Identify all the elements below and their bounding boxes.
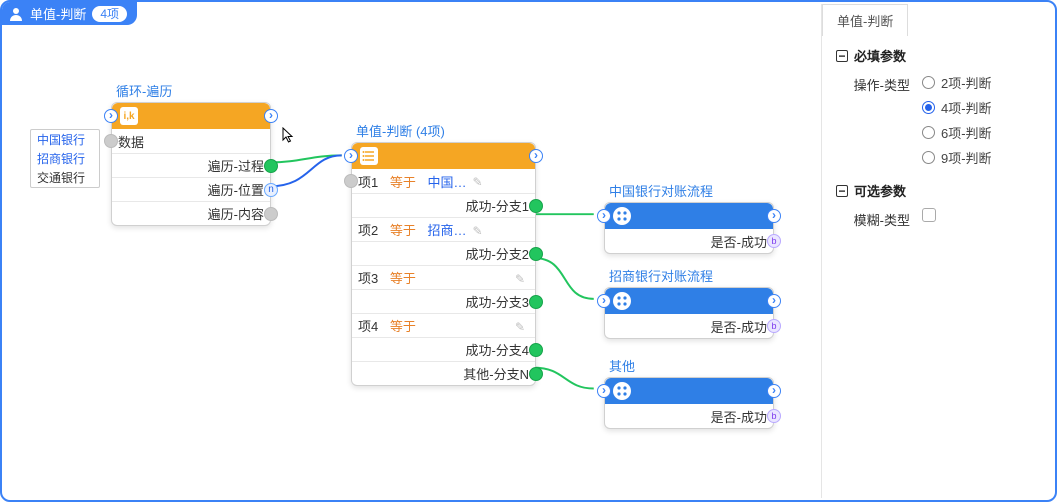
flow-result-row: 是否-成功 b — [605, 314, 773, 338]
exec-in-port[interactable] — [344, 149, 358, 163]
output-port[interactable] — [529, 295, 543, 309]
radio-icon — [922, 126, 935, 139]
mouse-cursor-icon — [282, 127, 298, 143]
switch-branch-row: 成功-分支4 — [352, 337, 535, 361]
exec-in-port[interactable] — [597, 384, 611, 398]
switch-branch-row: 成功-分支1 — [352, 193, 535, 217]
collapse-icon[interactable]: − — [836, 185, 848, 197]
radio-option-0[interactable]: 2项-判断 — [922, 73, 992, 92]
exec-in-port[interactable] — [104, 109, 118, 123]
output-port[interactable]: b — [767, 409, 781, 423]
flow-result-row: 是否-成功 b — [605, 229, 773, 253]
flow-b-header[interactable] — [605, 288, 773, 314]
switch-else-row: 其他-分支N — [352, 361, 535, 385]
exec-out-port[interactable] — [767, 294, 781, 308]
required-params-label: 必填参数 — [854, 46, 906, 65]
input-port[interactable] — [104, 134, 118, 148]
optional-params-label: 可选参数 — [854, 181, 906, 200]
pencil-icon[interactable] — [473, 174, 487, 188]
required-params-group: − 必填参数 操作-类型 2项-判断 4项-判断 6项-判断 9项-判断 — [836, 46, 1041, 167]
output-port[interactable] — [529, 199, 543, 213]
fuzzy-type-checkbox[interactable] — [922, 208, 936, 222]
canvas: 单值-判断 4项 中国银行 招商银行 交通银行 循环-遍历 i,k 数据 遍历-… — [0, 0, 1057, 502]
flow-c-label: 其他 — [609, 356, 635, 375]
flow-a-header[interactable] — [605, 203, 773, 229]
output-port[interactable]: b — [767, 234, 781, 248]
output-port[interactable] — [529, 367, 543, 381]
radio-icon — [922, 151, 935, 164]
switch-row: 项4 等于 — [352, 313, 535, 337]
collapse-icon[interactable]: − — [836, 50, 848, 62]
flow-icon — [613, 382, 631, 400]
list-item[interactable]: 交通银行 — [31, 168, 99, 187]
exec-out-port[interactable] — [264, 109, 278, 123]
output-port[interactable]: b — [767, 319, 781, 333]
flow-result-row: 是否-成功 b — [605, 404, 773, 428]
flow-c-header[interactable] — [605, 378, 773, 404]
flow-node-a[interactable]: 中国银行对账流程 是否-成功 b — [604, 202, 774, 254]
radio-icon — [922, 101, 935, 114]
exec-out-port[interactable] — [767, 209, 781, 223]
loop-node-label: 循环-遍历 — [116, 81, 172, 100]
properties-tabs: 单值-判断 — [822, 4, 1053, 36]
output-port[interactable] — [264, 159, 278, 173]
switch-branch-row: 成功-分支2 — [352, 241, 535, 265]
switch-node-header[interactable] — [352, 143, 535, 169]
loop-row-data: 数据 — [112, 129, 270, 153]
flow-icon — [613, 292, 631, 310]
output-port[interactable] — [264, 183, 278, 197]
switch-row: 项2 等于 招商… — [352, 217, 535, 241]
switch-row: 项1 等于 中国… — [352, 169, 535, 193]
tab-node-type[interactable]: 单值-判断 — [822, 4, 908, 36]
radio-option-2[interactable]: 6项-判断 — [922, 123, 992, 142]
flow-node-c[interactable]: 其他 是否-成功 b — [604, 377, 774, 429]
properties-panel: 单值-判断 − 必填参数 操作-类型 2项-判断 4项-判断 6项-判断 9项-… — [821, 4, 1053, 498]
data-list-box[interactable]: 中国银行 招商银行 交通银行 — [30, 129, 100, 188]
canvas-title: 单值-判断 — [30, 4, 86, 23]
list-icon — [360, 147, 378, 165]
exec-in-port[interactable] — [597, 294, 611, 308]
radio-option-3[interactable]: 9项-判断 — [922, 148, 992, 167]
output-port[interactable] — [264, 207, 278, 221]
optional-params-group: − 可选参数 模糊-类型 — [836, 181, 1041, 229]
switch-node-label: 单值-判断 (4项) — [356, 121, 445, 140]
switch-node[interactable]: 单值-判断 (4项) 项1 等于 中国… 成功-分支1 项2 等于 — [351, 142, 536, 386]
loop-row-process: 遍历-过程 — [112, 153, 270, 177]
canvas-title-badge: 单值-判断 4项 — [2, 2, 137, 25]
pencil-icon[interactable] — [515, 319, 529, 333]
loop-node-header[interactable]: i,k — [112, 103, 270, 129]
switch-row: 项3 等于 — [352, 265, 535, 289]
list-item[interactable]: 中国银行 — [31, 130, 99, 149]
output-port[interactable] — [529, 247, 543, 261]
canvas-title-count: 4项 — [92, 6, 127, 22]
radio-option-1[interactable]: 4项-判断 — [922, 98, 992, 117]
exec-out-port[interactable] — [767, 384, 781, 398]
flow-a-label: 中国银行对账流程 — [609, 181, 713, 200]
exec-in-port[interactable] — [597, 209, 611, 223]
op-type-label: 操作-类型 — [840, 73, 910, 94]
switch-branch-row: 成功-分支3 — [352, 289, 535, 313]
pencil-icon[interactable] — [515, 271, 529, 285]
input-port[interactable] — [344, 174, 358, 188]
pencil-icon[interactable] — [473, 223, 487, 237]
person-icon — [8, 6, 24, 22]
loop-icon: i,k — [120, 107, 138, 125]
radio-icon — [922, 76, 935, 89]
op-type-options: 2项-判断 4项-判断 6项-判断 9项-判断 — [922, 73, 992, 167]
exec-out-port[interactable] — [529, 149, 543, 163]
list-item[interactable]: 招商银行 — [31, 149, 99, 168]
flow-b-label: 招商银行对账流程 — [609, 266, 713, 285]
flow-icon — [613, 207, 631, 225]
loop-node[interactable]: 循环-遍历 i,k 数据 遍历-过程 遍历-位置 遍历-内容 — [111, 102, 271, 226]
loop-row-content: 遍历-内容 — [112, 201, 270, 225]
fuzzy-type-label: 模糊-类型 — [840, 208, 910, 229]
loop-row-index: 遍历-位置 — [112, 177, 270, 201]
flow-node-b[interactable]: 招商银行对账流程 是否-成功 b — [604, 287, 774, 339]
output-port[interactable] — [529, 343, 543, 357]
